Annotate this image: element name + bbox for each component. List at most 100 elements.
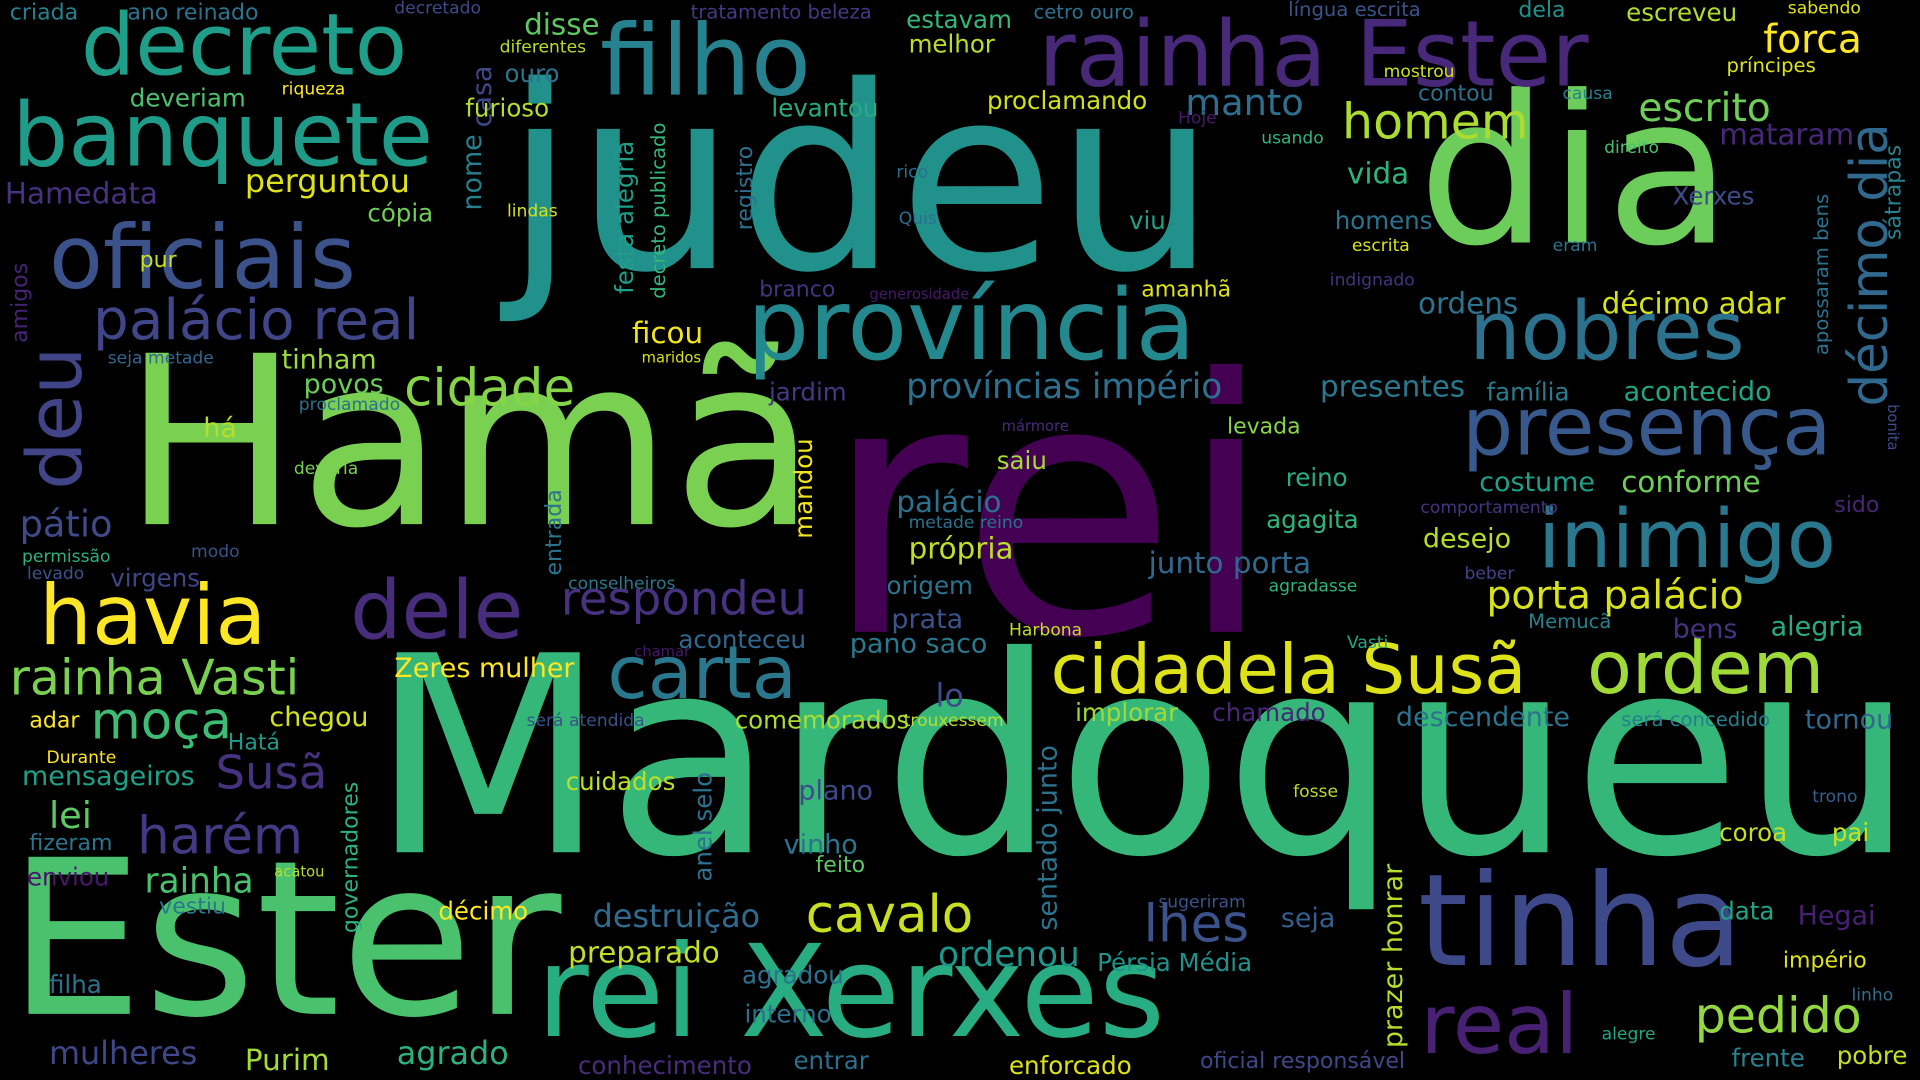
word: dele bbox=[350, 563, 524, 658]
word: Pérsia Média bbox=[1097, 947, 1253, 978]
word: data bbox=[1719, 896, 1775, 926]
word: reino bbox=[1285, 462, 1348, 493]
word: será concedido bbox=[1621, 707, 1771, 732]
word: fosse bbox=[1293, 782, 1339, 803]
word: decreto publicado bbox=[646, 122, 670, 299]
word: conforme bbox=[1621, 465, 1761, 500]
word: amigos bbox=[7, 262, 34, 343]
word: maridos bbox=[641, 348, 702, 367]
word: permissão bbox=[22, 547, 111, 567]
word: melhor bbox=[908, 29, 995, 59]
word: perguntou bbox=[244, 164, 410, 201]
word: décimo bbox=[438, 896, 529, 926]
word: inimigo bbox=[1537, 492, 1837, 587]
word: deveriam bbox=[129, 83, 246, 113]
word: levado bbox=[26, 564, 85, 585]
word: prazer honrar bbox=[1378, 863, 1410, 1049]
word: príncipes bbox=[1726, 53, 1816, 78]
word: diferentes bbox=[499, 37, 587, 58]
word: Hatá bbox=[227, 729, 280, 756]
word: chegou bbox=[269, 702, 369, 734]
word: furioso bbox=[465, 93, 550, 123]
word: disse bbox=[524, 7, 600, 42]
word: decretado bbox=[394, 0, 481, 19]
word: fizeram bbox=[29, 830, 113, 856]
word: agagita bbox=[1266, 504, 1359, 534]
word: amanhã bbox=[1141, 276, 1232, 303]
word: tratamento beleza bbox=[690, 0, 872, 24]
word: saiu bbox=[996, 445, 1047, 476]
word: rainha Vasti bbox=[9, 650, 300, 707]
word: ficou bbox=[631, 315, 704, 351]
word: presentes bbox=[1320, 369, 1466, 405]
word: povos bbox=[303, 369, 384, 401]
word: deveria bbox=[293, 459, 359, 479]
word: lei bbox=[48, 794, 93, 838]
word: trono bbox=[1812, 787, 1858, 807]
word: sabendo bbox=[1787, 0, 1861, 19]
word: adar bbox=[29, 707, 80, 734]
word: escrito bbox=[1638, 84, 1771, 132]
word: porta palácio bbox=[1486, 571, 1744, 619]
word: enforcado bbox=[1008, 1050, 1132, 1080]
word: conselheiros bbox=[568, 574, 676, 594]
word: implorar bbox=[1075, 697, 1179, 728]
word: lhes bbox=[1143, 893, 1250, 954]
word: entrada bbox=[541, 489, 567, 576]
word: Memucã bbox=[1528, 609, 1612, 634]
word: estavam bbox=[906, 4, 1012, 35]
word: pobre bbox=[1836, 1040, 1908, 1071]
word: pano saco bbox=[849, 629, 988, 661]
word: proclamado bbox=[298, 395, 401, 416]
word: império bbox=[1782, 947, 1867, 974]
word: junto porta bbox=[1148, 546, 1312, 581]
word: Hoje bbox=[1177, 108, 1217, 129]
word: pai bbox=[1831, 817, 1870, 848]
word: mármore bbox=[1001, 417, 1069, 435]
word: judeu bbox=[504, 33, 1217, 330]
word: mulheres bbox=[48, 1035, 198, 1073]
word: alegre bbox=[1601, 1024, 1656, 1045]
word: bonita bbox=[1884, 404, 1902, 451]
word: registro bbox=[732, 145, 758, 231]
word: indignado bbox=[1329, 270, 1415, 291]
word: aconteceu bbox=[678, 624, 807, 654]
word: rei Xerxes bbox=[536, 917, 1166, 1067]
word: palácio real bbox=[93, 286, 420, 353]
word: levantou bbox=[771, 93, 879, 123]
word: frente bbox=[1731, 1043, 1805, 1073]
word: dela bbox=[1518, 0, 1566, 24]
word: costume bbox=[1479, 467, 1595, 499]
word: virgens bbox=[110, 563, 201, 593]
word: manto bbox=[1185, 82, 1304, 125]
word: jardim bbox=[768, 377, 847, 407]
word: nome bbox=[457, 134, 489, 211]
word: Harbona bbox=[1008, 620, 1083, 641]
word: causa bbox=[1562, 84, 1613, 105]
word: rei bbox=[822, 304, 1276, 716]
word: Durante bbox=[46, 748, 117, 768]
word: governadores bbox=[337, 781, 364, 934]
word: levada bbox=[1226, 413, 1301, 440]
word: destruição bbox=[592, 898, 761, 936]
word: agradou bbox=[742, 960, 844, 990]
word: lindas bbox=[506, 202, 558, 222]
word: vinho bbox=[783, 830, 858, 861]
word: sido bbox=[1834, 492, 1880, 518]
word: sentado junto bbox=[1033, 745, 1065, 931]
word: será atendida bbox=[526, 711, 645, 732]
word: usando bbox=[1261, 128, 1324, 149]
word: entrar bbox=[793, 1045, 869, 1076]
word: Purim bbox=[244, 1043, 330, 1078]
word: festa alegria bbox=[609, 140, 640, 294]
word: apossaram bens bbox=[1809, 193, 1834, 356]
word: acatou bbox=[274, 863, 325, 881]
word: tinha bbox=[1417, 846, 1743, 996]
word: rico bbox=[896, 162, 929, 183]
word: beber bbox=[1464, 564, 1515, 585]
word: viu bbox=[1128, 205, 1166, 236]
word: décimo adar bbox=[1601, 286, 1786, 321]
word: enviou bbox=[26, 862, 110, 892]
word: mensageiros bbox=[22, 761, 195, 793]
word: Xerxes bbox=[1672, 181, 1755, 211]
